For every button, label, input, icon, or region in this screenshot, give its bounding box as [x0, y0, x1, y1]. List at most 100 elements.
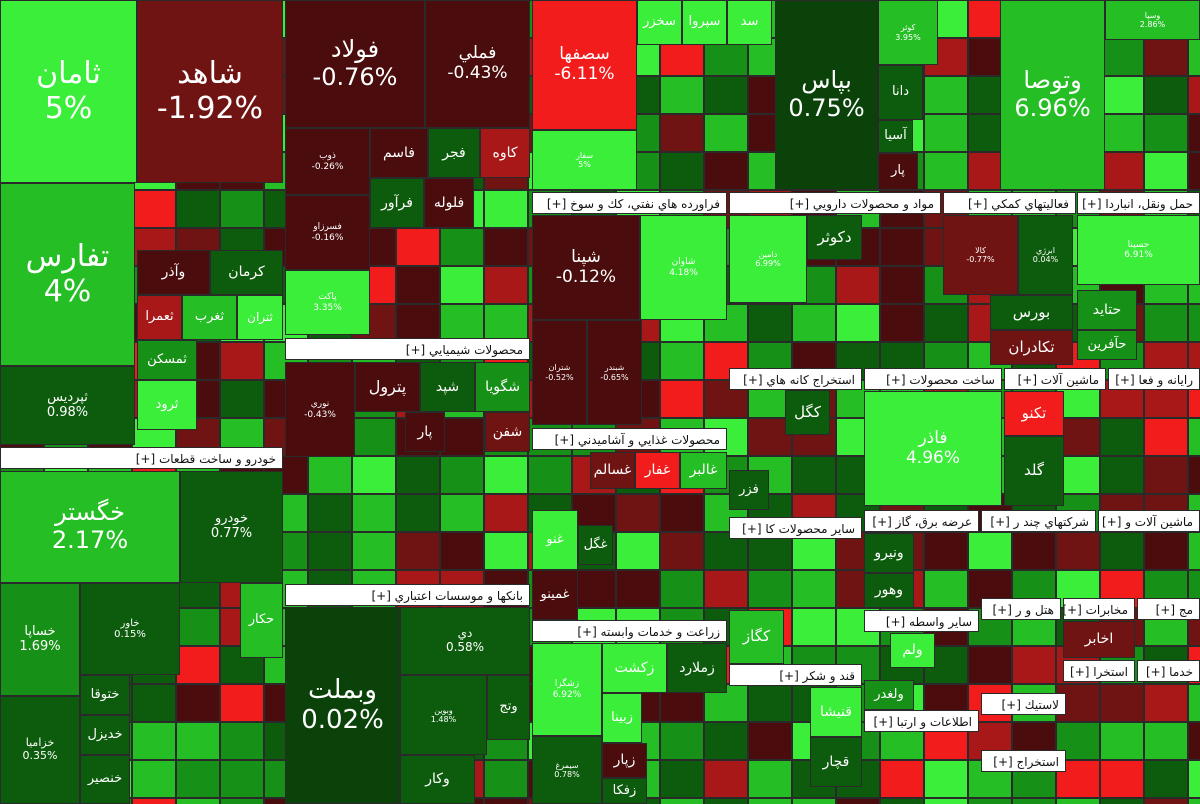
stock-tile: وهور	[864, 573, 914, 608]
stock-tile: خديزل	[80, 715, 130, 755]
stock-symbol: شپد	[435, 378, 460, 395]
price-change: 3.95%	[895, 32, 921, 42]
sector-header: اطلاعات و ارتبا [+]	[864, 710, 979, 732]
small-stock-cell	[220, 684, 264, 722]
price-change: 1.48%	[430, 715, 457, 724]
sector-header: فعاليتهاي كمكي [+]	[943, 192, 1076, 214]
stock-tile: فلوله	[424, 178, 474, 228]
small-stock-cell	[748, 304, 792, 342]
small-stock-cell	[1188, 76, 1200, 114]
small-stock-cell	[748, 684, 792, 722]
sector-header: محصولات شيميايي [+]	[285, 338, 530, 360]
stock-tile: ختوقا	[80, 675, 130, 715]
stock-tile: سپروا	[682, 0, 727, 45]
small-stock-cell	[308, 532, 352, 570]
stock-tile: ثپرديس 0.98%	[0, 366, 135, 445]
small-stock-cell	[748, 570, 792, 608]
small-stock-cell	[660, 152, 704, 190]
price-change: 6.99%	[755, 259, 781, 268]
sector-header: ماشين آلات و [+]	[1098, 510, 1200, 532]
stock-symbol: شبندر	[604, 363, 625, 373]
stock-symbol: تكنو	[1021, 403, 1047, 422]
small-stock-cell	[748, 722, 792, 760]
small-stock-cell	[176, 722, 220, 760]
small-stock-cell	[220, 342, 264, 380]
stock-symbol: دانا	[892, 84, 909, 100]
stock-symbol: فرآور	[381, 194, 413, 211]
stock-tile: سخزر	[637, 0, 682, 45]
small-stock-cell	[1012, 798, 1056, 804]
small-stock-cell	[396, 456, 440, 494]
small-stock-cell	[1144, 152, 1188, 190]
price-change: 4%	[43, 273, 92, 309]
small-stock-cell	[1100, 114, 1144, 152]
stock-symbol: شاوان	[671, 257, 696, 268]
small-stock-cell	[1144, 456, 1188, 494]
stock-tile: فرآور	[370, 178, 424, 228]
stock-symbol: غالبر	[689, 462, 718, 479]
stock-symbol: غفار	[644, 462, 671, 479]
small-stock-cell	[836, 266, 880, 304]
price-change: 4.96%	[905, 447, 960, 468]
sector-header: استخرا [+]	[1063, 660, 1135, 682]
stock-symbol: ونيرو	[874, 544, 904, 561]
small-stock-cell	[132, 190, 176, 228]
stock-symbol: شفن	[492, 423, 523, 440]
stock-tile: وتوصا 6.96%	[1000, 0, 1105, 190]
price-change: 0.77%	[210, 526, 253, 541]
stock-tile: زشگزا 6.92%	[532, 643, 602, 736]
stock-symbol: ثرود	[155, 396, 179, 412]
small-stock-cell	[1100, 722, 1144, 760]
stock-tile: سفار 5%	[532, 130, 637, 190]
stock-tile: ثمسكن	[137, 340, 197, 380]
small-stock-cell	[352, 494, 396, 532]
small-stock-cell	[1100, 760, 1144, 798]
sector-header: زراعت و خدمات وابسته [+]	[532, 620, 727, 642]
small-stock-cell	[484, 494, 528, 532]
stock-symbol: حكار	[248, 612, 275, 628]
stock-tile: وآذر	[137, 250, 210, 295]
stock-symbol: فزر	[739, 481, 759, 497]
stock-tile: كاوه	[480, 128, 530, 178]
stock-symbol: وتج	[499, 699, 518, 715]
stock-tile: خاور 0.15%	[80, 583, 180, 675]
stock-symbol: ولم	[902, 642, 923, 659]
small-stock-cell	[176, 608, 220, 646]
small-stock-cell	[176, 190, 220, 228]
small-stock-cell	[704, 722, 748, 760]
stock-symbol: بورس	[1012, 302, 1051, 321]
small-stock-cell	[792, 798, 836, 804]
stock-symbol: خودرو	[214, 511, 249, 527]
sector-header: استخراج [+]	[981, 750, 1066, 772]
stock-symbol: سصفها	[559, 44, 610, 65]
stock-tile: زبينا	[602, 693, 642, 743]
price-change: -0.43%	[304, 409, 336, 420]
small-stock-cell	[1188, 798, 1200, 804]
stock-tile: ثامان 5%	[0, 0, 137, 183]
stock-symbol: وتوصا	[1023, 66, 1082, 95]
stock-tile: وبوين 1.48%	[400, 675, 487, 755]
stock-symbol: سفار	[575, 150, 594, 160]
small-stock-cell	[1188, 760, 1200, 798]
sector-header: فراورده هاي نفتي، كك و سوخ [+]	[532, 192, 727, 214]
stock-tile: غمينو	[532, 570, 578, 620]
stock-symbol: كگاز	[742, 627, 771, 646]
small-stock-cell	[1144, 76, 1188, 114]
stock-symbol: حسينا	[1127, 239, 1150, 250]
small-stock-cell	[132, 760, 176, 798]
stock-symbol: قنيشا	[820, 703, 852, 720]
small-stock-cell	[396, 494, 440, 532]
stock-symbol: زملارد	[679, 659, 715, 676]
stock-symbol: خنصير	[87, 771, 123, 787]
stock-tile: غنو	[532, 510, 578, 570]
small-stock-cell	[220, 760, 264, 798]
stock-symbol: فولاد	[330, 35, 380, 64]
stock-symbol: كالا	[975, 245, 986, 255]
price-change: -0.16%	[311, 232, 344, 243]
stock-symbol: حتايد	[1092, 301, 1122, 318]
small-stock-cell	[792, 608, 836, 646]
stock-tile: كوثر 3.95%	[878, 0, 938, 65]
stock-symbol: گلد	[1024, 461, 1044, 480]
small-stock-cell	[176, 684, 220, 722]
small-stock-cell	[1056, 532, 1100, 570]
